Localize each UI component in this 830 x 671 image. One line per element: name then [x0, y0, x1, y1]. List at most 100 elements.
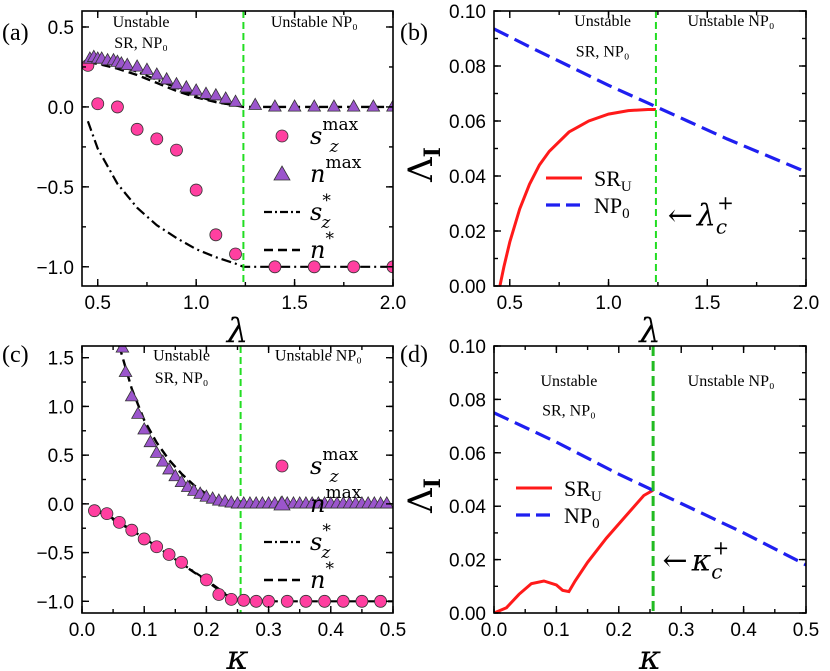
- marker-circle: [125, 523, 139, 537]
- y-axis-sub: I: [420, 478, 446, 488]
- legend-label: SRU: [594, 166, 632, 195]
- legend-item: nmax: [273, 153, 362, 188]
- marker-triangle: [199, 86, 213, 99]
- legend-sub: U: [621, 179, 632, 195]
- y-tick-label: 0.0: [48, 495, 74, 516]
- legend-label: nmax: [310, 483, 362, 518]
- marker-circle: [280, 594, 294, 608]
- panel-a: 0.5 1.0 1.5 2.0 −1.0 −0.5 0.0 0.5 (a) λ Unstable SR…: [2, 10, 406, 351]
- panel-label: (d): [400, 342, 428, 368]
- y-tick-label: 0.04: [449, 167, 486, 188]
- marker-triangle: [228, 94, 243, 107]
- marker-circle: [150, 540, 164, 554]
- series-line-SR-U: [494, 488, 654, 613]
- legend-sup: max: [325, 153, 361, 173]
- marker-circle: [249, 594, 263, 608]
- legend-main: SR: [564, 476, 591, 501]
- marker-circle: [307, 260, 321, 274]
- x-tick-label: 0.5: [85, 293, 111, 314]
- region-label: SR, NP₀: [576, 43, 630, 60]
- region-label: Unstable: [540, 373, 597, 390]
- x-tick-label: 0.3: [255, 620, 281, 641]
- marker-triangle: [162, 461, 177, 475]
- region-label: Unstable NP₀: [688, 13, 775, 30]
- marker-triangle: [267, 99, 282, 112]
- marker-circle: [137, 532, 151, 546]
- series-line-s-z--: [86, 120, 393, 268]
- legend-label: SRU: [564, 476, 602, 505]
- marker-circle: [111, 100, 124, 114]
- marker-circle: [88, 504, 101, 518]
- x-tick-label: 0.0: [69, 620, 95, 641]
- legend-sub: U: [591, 489, 602, 505]
- region-label: Unstable: [113, 14, 170, 31]
- marker-triangle: [143, 434, 158, 448]
- legend-sup: *: [325, 559, 334, 579]
- y-tick-label: 0.0: [48, 98, 74, 119]
- axes-frame: [81, 345, 394, 614]
- legend-label: n*: [310, 229, 334, 264]
- marker-circle: [170, 143, 183, 157]
- y-tick-label: 0.08: [449, 390, 486, 411]
- x-tick-label: 0.1: [543, 620, 569, 641]
- marker-triangle: [168, 468, 183, 482]
- legend-item: n*: [264, 229, 334, 264]
- series-line-NP-0: [494, 411, 806, 567]
- annot-arrow: ←: [662, 543, 687, 578]
- marker-triangle: [130, 59, 145, 72]
- legend-label: nmax: [310, 153, 362, 188]
- marker-triangle: [287, 99, 302, 112]
- panel-label: (b): [400, 20, 428, 46]
- legend-main: n: [310, 160, 325, 188]
- marker-triangle: [346, 99, 361, 112]
- marker-circle: [162, 548, 176, 561]
- x-tick-label: 0.0: [481, 620, 507, 641]
- legend-label: s* z: [310, 191, 331, 233]
- marker-circle: [318, 594, 331, 608]
- marker-circle: [150, 132, 164, 146]
- y-tick-label: 0.06: [449, 444, 486, 465]
- axes-frame: [81, 10, 394, 287]
- y-tick-label: −0.5: [36, 544, 74, 565]
- y-tick-label: 0.00: [449, 277, 486, 298]
- legend-item: NP0: [516, 503, 600, 532]
- y-tick-label: 0.04: [449, 497, 486, 518]
- marker-circle: [212, 588, 226, 601]
- marker-triangle: [180, 479, 195, 492]
- x-tick-label: 2.0: [380, 293, 406, 314]
- legend-item: SRU: [546, 166, 632, 195]
- legend-sub: 0: [592, 516, 600, 532]
- marker-circle: [189, 183, 203, 197]
- y-tick-label: 0.5: [48, 18, 74, 39]
- x-tick-label: 0.5: [793, 620, 819, 641]
- legend-main: SR: [594, 166, 621, 191]
- marker-triangle: [179, 79, 194, 93]
- legend-marker-circle: [275, 129, 289, 143]
- legend-main: n: [310, 490, 325, 518]
- x-tick-label: 0.5: [380, 620, 406, 641]
- legend-label: s* z: [310, 521, 331, 563]
- legend-sup: max: [322, 115, 358, 135]
- panel-label: (a): [2, 20, 29, 46]
- region-label: Unstable NP₀: [688, 373, 775, 390]
- x-tick-label: 0.4: [730, 620, 757, 641]
- x-tick-label: 0.3: [668, 620, 694, 641]
- region-label: SR, NP₀: [114, 35, 168, 52]
- legend-main: NP: [594, 193, 622, 218]
- x-axis-title: κ: [638, 638, 661, 671]
- legend-label: NP0: [564, 503, 600, 532]
- marker-triangle: [326, 99, 341, 112]
- marker-triangle: [159, 71, 174, 85]
- y-tick-label: 1.0: [48, 397, 74, 418]
- legend-sup: *: [325, 229, 334, 249]
- annot-main: κ: [691, 543, 712, 578]
- annot-arrow: ←: [668, 199, 693, 234]
- marker-triangle: [120, 57, 135, 70]
- y-axis-sub: I: [420, 147, 446, 157]
- legend-item: n*: [264, 559, 334, 594]
- marker-circle: [224, 592, 238, 606]
- marker-circle: [347, 260, 361, 274]
- legend-item: s* z: [264, 191, 331, 233]
- marker-circle: [100, 507, 114, 521]
- x-tick-label: 0.1: [131, 620, 157, 641]
